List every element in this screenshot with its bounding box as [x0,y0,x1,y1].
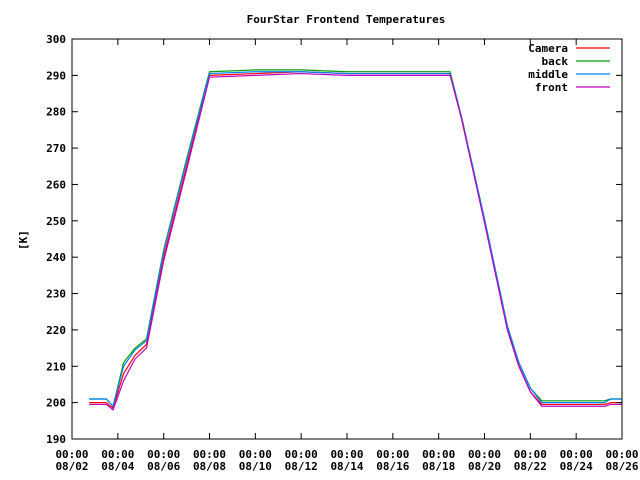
x-tick-label-time: 00:00 [514,448,547,461]
legend-label-middle: middle [528,68,568,81]
x-tick-label-day: 08/04 [101,460,134,473]
y-tick-label: 250 [46,215,66,228]
x-tick-label-day: 08/02 [55,460,88,473]
x-tick-label-time: 00:00 [605,448,638,461]
y-tick-label: 290 [46,69,66,82]
plot-frame [71,38,623,440]
x-tick-label-time: 00:00 [468,448,501,461]
legend-label-camera: Camera [528,42,568,55]
y-tick-label: 300 [46,33,66,46]
x-tick-label-day: 08/18 [422,460,455,473]
axis-layer: 190 200 210 220 230 240 250 260 270 280 290 300 00:0… [46,33,639,473]
y-tick-label: 280 [46,106,66,119]
y-axis-label: [K] [17,230,30,250]
series-line-front [89,72,622,411]
x-tick-label-day: 08/16 [376,460,409,473]
x-tick-label-time: 00:00 [239,448,272,461]
chart-title: FourStar Frontend Temperatures [247,13,446,26]
x-tick-label-day: 08/06 [147,460,180,473]
x-tick-label-time: 00:00 [193,448,226,461]
x-tick-label-day: 08/22 [514,460,547,473]
x-tick-label-time: 00:00 [285,448,318,461]
y-tick-label: 200 [46,397,66,410]
x-tick-label-time: 00:00 [101,448,134,461]
y-tick-label: 270 [46,142,66,155]
x-tick-label-day: 08/12 [285,460,318,473]
x-tick-label-day: 08/20 [468,460,501,473]
x-tick-label-day: 08/26 [605,460,638,473]
x-tick-label-time: 00:00 [376,448,409,461]
legend-label-back: back [542,55,569,68]
y-tick-label: 240 [46,251,66,264]
x-tick-label-time: 00:00 [422,448,455,461]
series-line-middle [89,71,622,407]
x-tick-label-day: 08/10 [239,460,272,473]
series-layer [89,69,622,411]
x-tick-label-time: 00:00 [55,448,88,461]
y-tick-label: 210 [46,360,66,373]
y-tick-label: 190 [46,433,66,446]
x-tick-label-day: 08/24 [560,460,593,473]
y-tick-label: 220 [46,324,66,337]
x-tick-label-time: 00:00 [330,448,363,461]
x-tick-label-day: 08/08 [193,460,226,473]
y-tick-label: 260 [46,178,66,191]
x-tick-label-time: 00:00 [147,448,180,461]
y-tick-label: 230 [46,288,66,301]
legend-label-front: front [535,81,568,94]
x-tick-label-day: 08/14 [330,460,363,473]
x-tick-label-time: 00:00 [560,448,593,461]
